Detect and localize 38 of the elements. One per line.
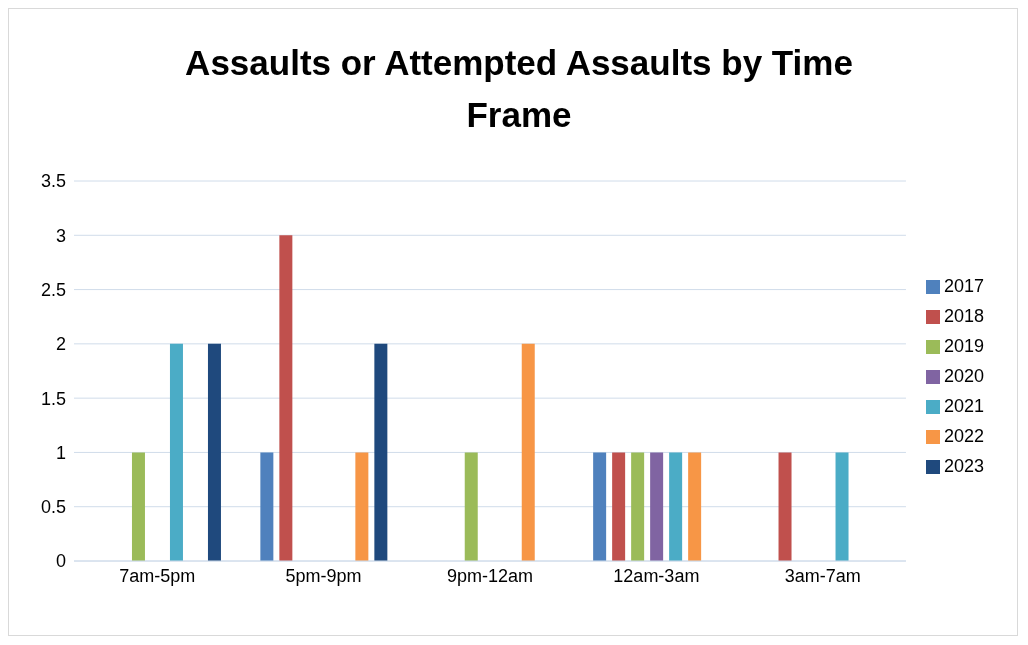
legend-label: 2023 (943, 456, 984, 476)
bar (688, 452, 702, 561)
bar (835, 452, 849, 561)
bar (650, 452, 664, 561)
bar (593, 452, 607, 561)
bar (131, 452, 145, 561)
bar (521, 343, 535, 561)
legend-label: 2017 (943, 276, 984, 296)
legend-label: 2019 (943, 336, 984, 356)
bar (778, 452, 792, 561)
y-tick-label: 1 (55, 442, 66, 463)
bar (374, 343, 388, 561)
bar (355, 452, 369, 561)
y-tick-label: 0.5 (40, 497, 66, 518)
x-tick-label: 12am-3am (613, 565, 700, 586)
bar (279, 235, 293, 561)
chart-title: Assaults or Attempted Assaults by Time Frame (184, 42, 854, 136)
y-tick-label: 3.5 (40, 171, 66, 192)
legend-label: 2018 (943, 306, 984, 326)
x-tick-label: 7am-5pm (119, 565, 196, 586)
x-tick-label: 5pm-9pm (285, 565, 362, 586)
bar (169, 343, 183, 561)
y-tick-label: 0 (55, 551, 66, 572)
y-tick-label: 2 (55, 334, 66, 355)
x-tick-label: 9pm-12am (446, 565, 533, 586)
legend-label: 2021 (943, 396, 984, 416)
x-tick-label: 3am-7am (784, 565, 861, 586)
bar (669, 452, 683, 561)
bar (207, 343, 221, 561)
y-tick-label: 1.5 (40, 388, 66, 409)
bar (260, 452, 274, 561)
bar (464, 452, 478, 561)
bar (631, 452, 645, 561)
bar (612, 452, 626, 561)
y-tick-label: 2.5 (40, 279, 66, 300)
y-tick-label: 3 (55, 225, 66, 246)
legend-label: 2022 (943, 426, 984, 446)
legend-label: 2020 (943, 366, 984, 386)
